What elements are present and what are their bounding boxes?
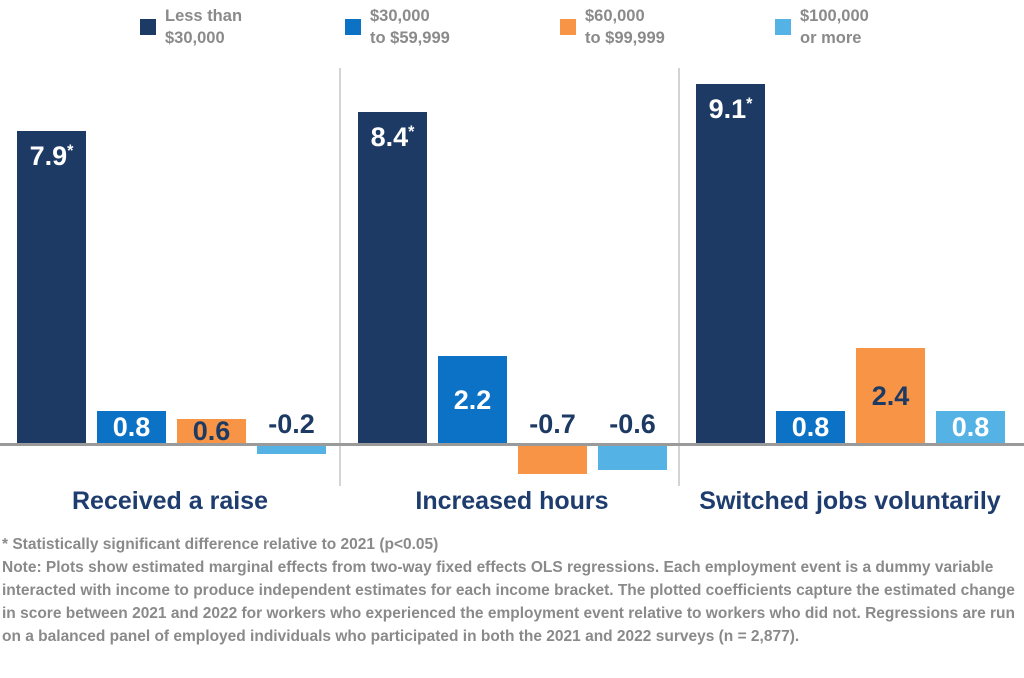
legend-item-label: $100,000 or more (800, 5, 869, 49)
legend-item-label: Less than $30,000 (165, 5, 242, 49)
legend-item-100-000-or-more: $100,000 or more (775, 5, 869, 49)
legend-label-line1: $30,000 (370, 7, 430, 25)
legend-item-label: $30,000 to $59,999 (370, 5, 450, 49)
value-label-switched-jobs-voluntarily-30-000-to-59-999: 0.8 (791, 412, 830, 442)
x-axis-line (0, 443, 1024, 446)
method-note: Note: Plots show estimated marginal effe… (2, 559, 1015, 645)
value-label-received-a-raise-100-000-or-more: -0.2 (268, 409, 315, 439)
bar-switched-jobs-voluntarily-less-than-30-000 (696, 84, 765, 443)
footnotes: * Statistically significant difference r… (2, 533, 1020, 648)
legend-item-30-000-to-59-999: $30,000 to $59,999 (345, 5, 450, 49)
legend-label-line2: or more (800, 29, 862, 47)
legend-swatch-icon (140, 19, 156, 35)
legend-label-line2: to $99,999 (585, 29, 665, 47)
group-divider-2 (678, 68, 680, 486)
bar-received-a-raise-less-than-30-000 (17, 131, 86, 443)
legend-item-60-000-to-99-999: $60,000 to $99,999 (560, 5, 665, 49)
legend-swatch-icon (560, 19, 576, 35)
value-label-increased-hours-60-000-to-99-999: -0.7 (529, 409, 576, 439)
group-divider-1 (339, 68, 341, 486)
bar-received-a-raise-60-000-to-99-999 (177, 419, 246, 443)
legend-item-label: $60,000 to $99,999 (585, 5, 665, 49)
legend-item-less-than-30-000: Less than $30,000 (140, 5, 242, 49)
significance-asterisk: * (408, 123, 415, 141)
category-label-received-a-raise: Received a raise (72, 487, 268, 515)
legend-label-line1: Less than (165, 7, 243, 25)
value-label-received-a-raise-60-000-to-99-999: 0.6 (192, 416, 231, 446)
bar-received-a-raise-30-000-to-59-999 (97, 411, 166, 443)
value-label-received-a-raise-less-than-30-000: 7.9* (29, 141, 74, 171)
value-label-switched-jobs-voluntarily-less-than-30-000: 9.1* (708, 94, 753, 124)
bar-switched-jobs-voluntarily-60-000-to-99-999 (856, 348, 925, 443)
legend-label-line2: $30,000 (165, 29, 225, 47)
legend-swatch-icon (345, 19, 361, 35)
bar-received-a-raise-100-000-or-more (257, 446, 326, 454)
significance-asterisk: * (746, 95, 753, 113)
value-label-switched-jobs-voluntarily-100-000-or-more: 0.8 (951, 412, 990, 442)
bar-increased-hours-100-000-or-more (598, 446, 667, 470)
significance-note: * Statistically significant difference r… (2, 536, 439, 553)
legend-label-line1: $100,000 (800, 7, 869, 25)
value-label-received-a-raise-30-000-to-59-999: 0.8 (112, 412, 151, 442)
bar-increased-hours-30-000-to-59-999 (438, 356, 507, 443)
chart-legend: Less than $30,000 $30,000 to $59,999 $60,000… (0, 0, 1024, 60)
bar-increased-hours-60-000-to-99-999 (518, 446, 587, 474)
legend-label-line1: $60,000 (585, 7, 645, 25)
category-label-increased-hours: Increased hours (415, 487, 609, 515)
bar-switched-jobs-voluntarily-100-000-or-more (936, 411, 1005, 443)
bar-chart: 7.9* 8.4* 9.1* 0.8 2.2 0.8 0.6 -0.7 2.4 -0.2 -0.6 0… (0, 68, 1024, 515)
legend-label-line2: to $59,999 (370, 29, 450, 47)
bar-increased-hours-less-than-30-000 (358, 112, 427, 443)
bar-switched-jobs-voluntarily-30-000-to-59-999 (776, 411, 845, 443)
value-label-increased-hours-less-than-30-000: 8.4* (370, 122, 415, 152)
value-label-increased-hours-100-000-or-more: -0.6 (609, 409, 656, 439)
value-label-increased-hours-30-000-to-59-999: 2.2 (453, 385, 492, 415)
significance-asterisk: * (67, 142, 74, 160)
category-label-switched-jobs-voluntarily: Switched jobs voluntarily (699, 487, 1001, 515)
value-label-switched-jobs-voluntarily-60-000-to-99-999: 2.4 (871, 381, 910, 411)
legend-swatch-icon (775, 19, 791, 35)
